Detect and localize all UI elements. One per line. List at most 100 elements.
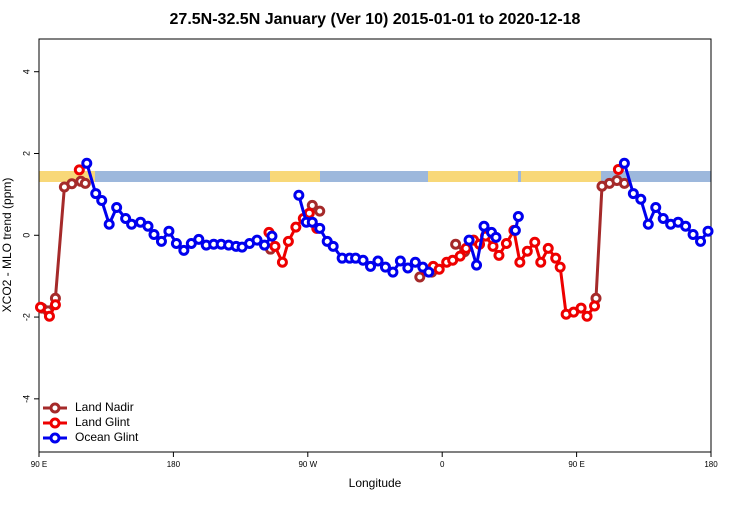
data-point [43, 310, 55, 322]
data-point [529, 236, 541, 248]
data-point [471, 259, 483, 271]
data-point [66, 178, 78, 190]
y-tick-label: -2 [21, 313, 31, 321]
chart-title: 27.5N-32.5N January (Ver 10) 2015-01-01 … [170, 11, 581, 28]
data-point [657, 213, 669, 225]
data-point [290, 221, 302, 233]
data-point [90, 188, 102, 200]
data-point [487, 240, 499, 252]
data-point [49, 299, 61, 311]
data-point [514, 256, 526, 268]
land-band [270, 171, 320, 182]
y-tick-label: 4 [21, 69, 31, 74]
data-point [282, 235, 294, 247]
legend-marker [49, 432, 61, 444]
x-tick-label: 180 [704, 460, 718, 469]
data-point [627, 188, 639, 200]
data-point [314, 205, 326, 217]
data-point [357, 254, 369, 266]
data-point [575, 302, 587, 314]
data-point [423, 266, 435, 278]
data-point [306, 216, 318, 228]
x-tick-label: 90 E [31, 460, 47, 469]
plot-frame [38, 38, 712, 453]
data-point [258, 239, 270, 251]
legend-label: Ocean Glint [75, 430, 139, 444]
data-point [314, 222, 326, 234]
land-ocean-band [39, 171, 711, 182]
data-point [618, 177, 630, 189]
ocean-band [39, 171, 711, 182]
data-point [372, 255, 384, 267]
y-axis-label: XCO2 - MLO trend (ppm) [0, 178, 14, 313]
data-point [142, 220, 154, 232]
data-point [155, 235, 167, 247]
data-point [365, 260, 377, 272]
data-point [542, 242, 554, 254]
land-band [39, 171, 95, 182]
x-tick-label: 90 W [298, 460, 317, 469]
legend-marker [49, 417, 61, 429]
data-point [695, 235, 707, 247]
data-point [170, 237, 182, 249]
data-point [702, 225, 714, 237]
y-tick-label: 2 [21, 151, 31, 156]
data-point [509, 224, 521, 236]
data-point [111, 201, 123, 213]
data-point [414, 271, 426, 283]
data-point [402, 262, 414, 274]
legend-marker [49, 402, 61, 414]
data-point [293, 189, 305, 201]
data-point [554, 261, 566, 273]
y-tick-label: -4 [21, 395, 31, 403]
data-point [650, 201, 662, 213]
data-point [618, 157, 630, 169]
x-tick-label: 180 [167, 460, 181, 469]
data-point [148, 228, 160, 240]
data-point [680, 220, 692, 232]
data-point [394, 255, 406, 267]
y-tick-label: 0 [21, 233, 31, 238]
x-tick-label: 0 [440, 460, 445, 469]
data-point [635, 193, 647, 205]
data-point [379, 261, 391, 273]
x-tick-label: 90 E [568, 460, 584, 469]
data-point [500, 237, 512, 249]
data-point [589, 300, 601, 312]
data-point [276, 256, 288, 268]
data-point [433, 263, 445, 275]
legend-label: Land Glint [75, 415, 130, 429]
data-point [535, 256, 547, 268]
data-point [266, 230, 278, 242]
data-point [163, 225, 175, 237]
data-point [550, 252, 562, 264]
data-point [454, 250, 466, 262]
legend-label: Land Nadir [75, 400, 134, 414]
data-point [303, 207, 315, 219]
data-point [512, 210, 524, 222]
data-point [327, 240, 339, 252]
data-point [251, 234, 263, 246]
data-point [687, 228, 699, 240]
data-point [269, 240, 281, 252]
data-point [450, 238, 462, 250]
data-point [79, 177, 91, 189]
data-point [178, 244, 190, 256]
data-point [81, 157, 93, 169]
data-point [409, 256, 421, 268]
land-band [428, 171, 518, 182]
land-band [521, 171, 601, 182]
x-axis-label: Longitude [349, 476, 402, 490]
data-point [493, 249, 505, 261]
data-point [103, 218, 115, 230]
data-point [387, 266, 399, 278]
data-point [581, 310, 593, 322]
data-point [34, 301, 46, 313]
data-point [96, 195, 108, 207]
data-point [193, 233, 205, 245]
data-point [521, 245, 533, 257]
